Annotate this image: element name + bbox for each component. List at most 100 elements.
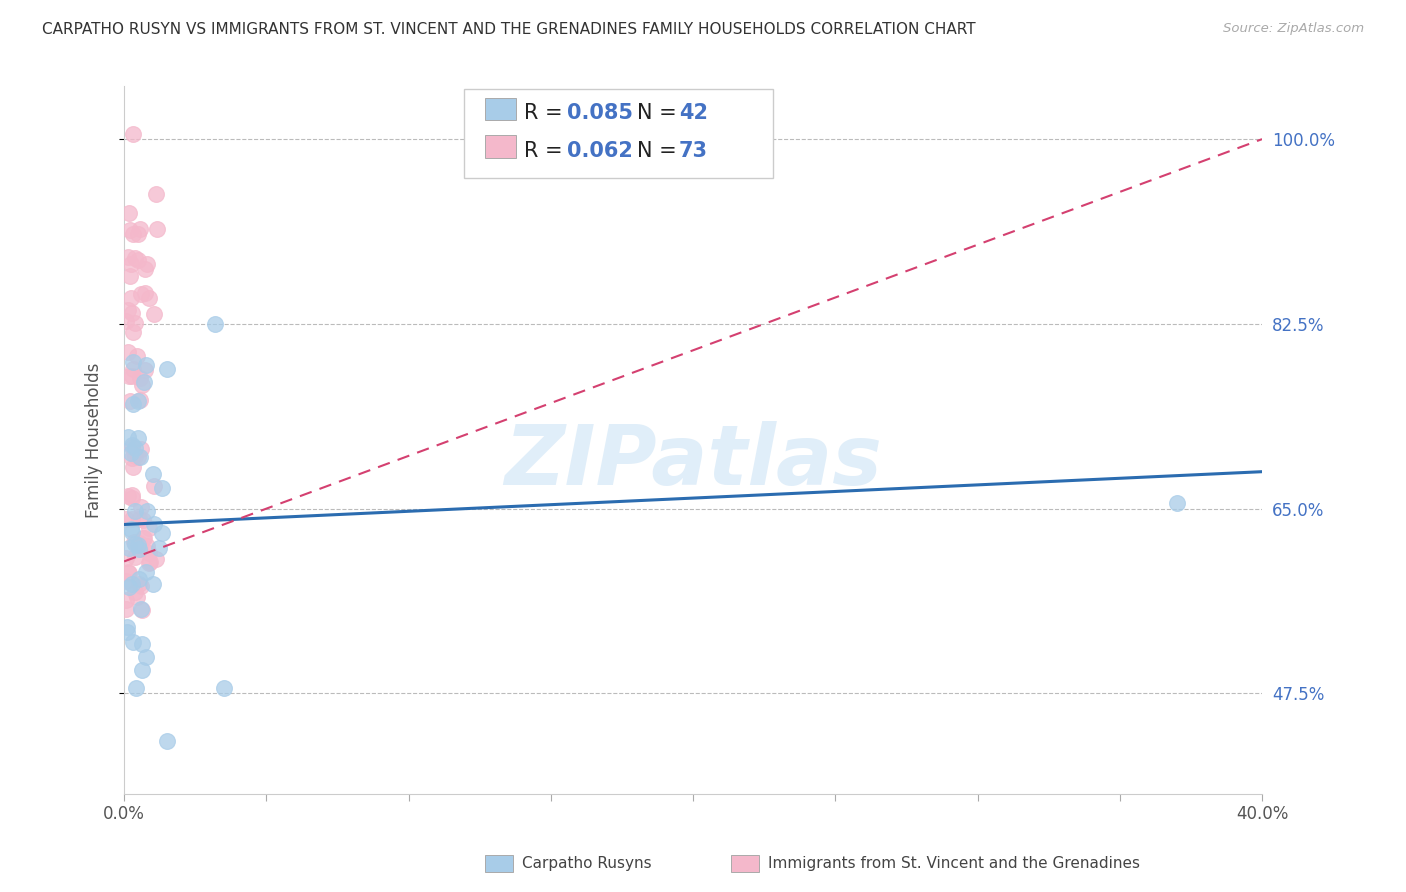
Point xyxy=(122,534,145,549)
Point xyxy=(115,551,138,566)
Point xyxy=(121,576,143,591)
Text: 0.085: 0.085 xyxy=(567,103,633,123)
Point xyxy=(122,361,145,376)
Point xyxy=(125,349,148,363)
Point xyxy=(121,127,143,141)
Point xyxy=(117,250,139,264)
Point xyxy=(131,531,153,545)
Point xyxy=(124,504,146,518)
Point xyxy=(114,574,136,588)
Point xyxy=(138,546,160,560)
Point xyxy=(129,542,152,557)
Point xyxy=(120,394,142,409)
Point xyxy=(121,438,143,452)
Point xyxy=(121,369,143,384)
Point xyxy=(114,314,136,328)
Text: ZIPatlas: ZIPatlas xyxy=(505,421,882,501)
Point xyxy=(124,316,146,330)
Point xyxy=(132,531,155,545)
Text: R =: R = xyxy=(524,103,569,123)
Point xyxy=(118,368,141,383)
Point xyxy=(135,649,157,664)
Point xyxy=(115,625,138,640)
Point xyxy=(1166,496,1188,510)
Point xyxy=(121,488,143,502)
Point xyxy=(118,541,141,555)
Point xyxy=(124,585,146,599)
Point xyxy=(134,363,156,377)
Point xyxy=(118,205,141,219)
Point xyxy=(129,579,152,593)
Point xyxy=(120,291,142,305)
Point xyxy=(150,481,173,495)
Point xyxy=(121,524,143,539)
Point xyxy=(204,317,226,331)
Point xyxy=(114,601,136,615)
Point xyxy=(122,227,145,241)
Point xyxy=(117,489,139,503)
Point xyxy=(132,512,155,526)
Point xyxy=(128,541,150,556)
Point xyxy=(129,601,152,615)
Point xyxy=(129,287,152,301)
Point xyxy=(152,526,174,541)
Point xyxy=(129,450,152,465)
Point xyxy=(117,344,139,359)
Point xyxy=(115,620,138,634)
Point xyxy=(142,576,165,591)
Point xyxy=(120,446,142,460)
Point xyxy=(125,681,148,695)
Point xyxy=(121,450,143,465)
Point xyxy=(142,467,165,481)
Point xyxy=(121,491,143,505)
Point xyxy=(122,325,145,339)
Point xyxy=(114,512,136,526)
Point xyxy=(138,521,160,535)
Point xyxy=(143,307,166,321)
Point xyxy=(134,262,156,277)
Point xyxy=(139,555,162,569)
Point xyxy=(121,306,143,320)
Point xyxy=(121,459,143,474)
Point xyxy=(128,572,150,586)
Text: R =: R = xyxy=(524,141,569,161)
Point xyxy=(135,504,157,518)
Point xyxy=(127,253,149,268)
Text: 0.062: 0.062 xyxy=(567,141,633,161)
Point xyxy=(117,430,139,444)
Point xyxy=(127,431,149,445)
Point xyxy=(128,535,150,549)
Point xyxy=(145,187,167,202)
Point xyxy=(124,442,146,456)
Point xyxy=(134,375,156,389)
Point xyxy=(127,227,149,242)
Text: Immigrants from St. Vincent and the Grenadines: Immigrants from St. Vincent and the Gren… xyxy=(768,856,1140,871)
Point xyxy=(145,552,167,566)
Y-axis label: Family Households: Family Households xyxy=(86,362,103,517)
Point xyxy=(120,223,142,237)
Point xyxy=(134,286,156,301)
Point xyxy=(120,268,142,283)
Point xyxy=(142,516,165,531)
Point xyxy=(212,681,235,695)
Point xyxy=(131,637,153,651)
Point xyxy=(121,397,143,411)
Point xyxy=(121,511,143,525)
Point xyxy=(121,355,143,369)
Text: 42: 42 xyxy=(679,103,709,123)
Point xyxy=(127,394,149,409)
Point xyxy=(135,359,157,373)
Point xyxy=(138,291,160,305)
Text: Source: ZipAtlas.com: Source: ZipAtlas.com xyxy=(1223,22,1364,36)
Point xyxy=(120,522,142,536)
Point xyxy=(117,566,139,580)
Point xyxy=(131,378,153,392)
Text: Carpatho Rusyns: Carpatho Rusyns xyxy=(522,856,651,871)
Point xyxy=(129,393,152,408)
Point xyxy=(148,541,170,555)
Point xyxy=(129,221,152,235)
Point xyxy=(128,512,150,526)
Point xyxy=(135,565,157,579)
Point xyxy=(118,580,141,594)
Point xyxy=(117,302,139,317)
